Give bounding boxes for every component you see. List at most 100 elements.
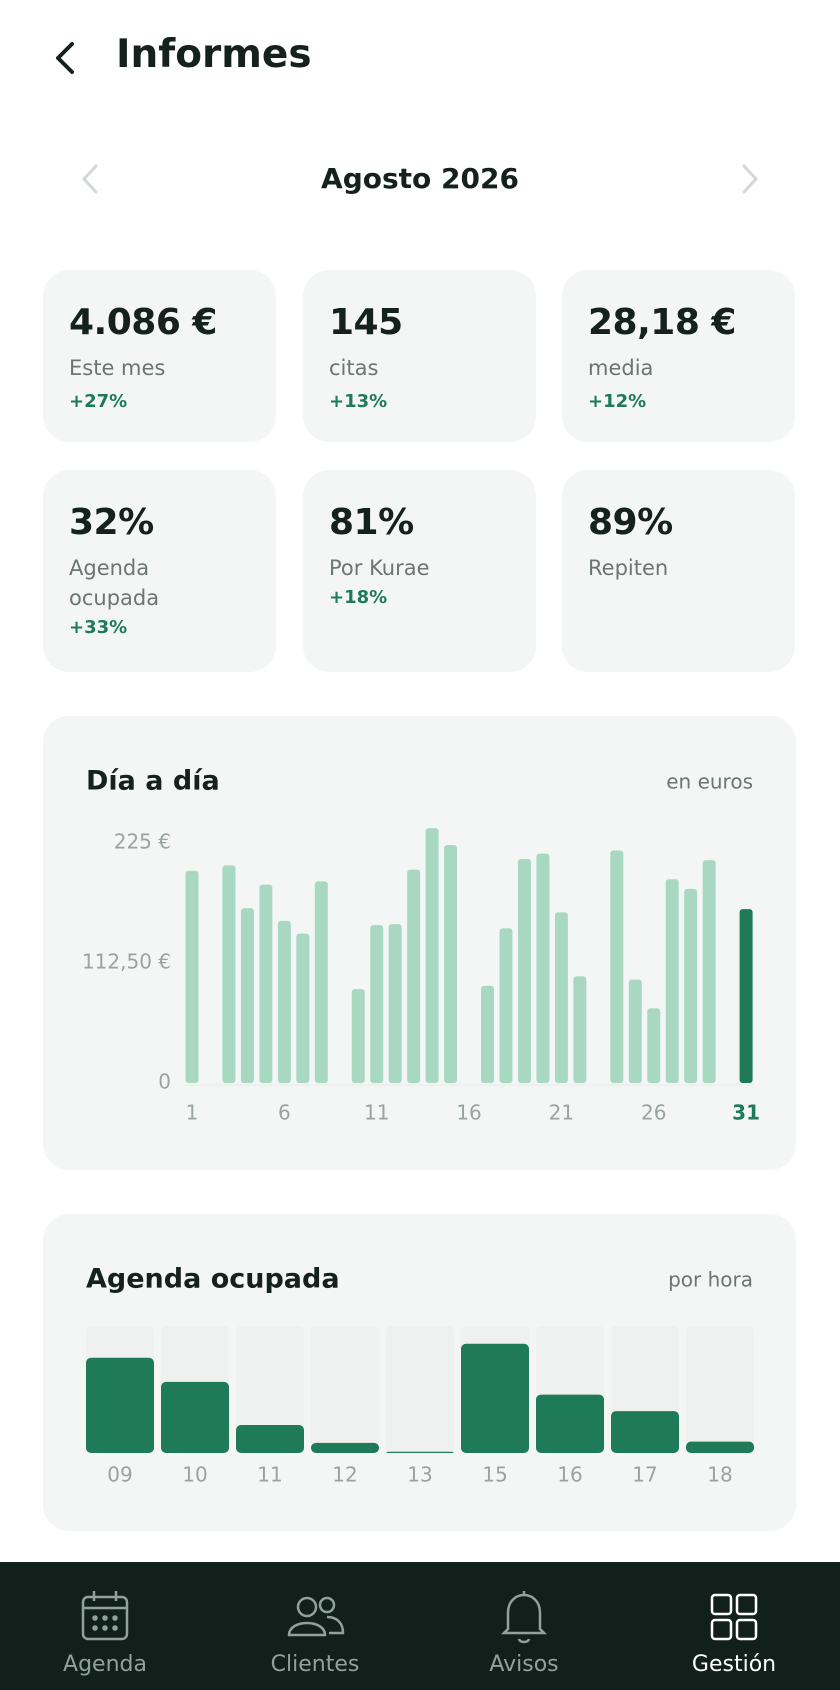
x-tick-label: 31 <box>732 1101 760 1125</box>
bar <box>573 976 587 1083</box>
bar <box>611 1411 679 1453</box>
back-button[interactable] <box>48 38 84 78</box>
bar <box>739 909 753 1083</box>
bar <box>370 925 384 1083</box>
icon-part <box>517 1638 531 1644</box>
stat-value: 28,18 € <box>588 302 736 343</box>
x-tick-label: 1 <box>186 1101 199 1125</box>
bar <box>461 1343 529 1453</box>
stat-label: citas <box>329 356 379 380</box>
nav-bar <box>0 1562 840 1690</box>
nav-label[interactable]: Avisos <box>489 1652 558 1677</box>
stat-change: +33% <box>69 617 128 638</box>
stat-label: Agenda ocupada <box>69 556 160 610</box>
stat-value: 145 <box>329 302 403 343</box>
stat-change: +13% <box>329 391 388 412</box>
bar <box>499 928 513 1083</box>
x-tick-label: 16 <box>557 1463 582 1487</box>
bar <box>684 888 698 1083</box>
stat-value: 89% <box>588 502 673 543</box>
bar <box>686 1441 754 1453</box>
bar-track <box>386 1326 454 1453</box>
bar <box>628 979 642 1083</box>
bar <box>86 1357 154 1453</box>
bar <box>351 989 365 1083</box>
x-tick-label: 18 <box>707 1463 732 1487</box>
x-tick-label: 26 <box>641 1101 666 1125</box>
bar <box>388 924 402 1083</box>
icon-part <box>710 1618 733 1641</box>
stat-card: 81% Por Kurae +18% <box>303 470 536 672</box>
stat-value: 32% <box>69 502 154 543</box>
stat-change: +12% <box>588 391 647 412</box>
stat-card: 145 citas +13% <box>303 270 536 442</box>
page-title: Informes <box>116 32 312 77</box>
bar <box>311 1442 379 1453</box>
stat-card: 32% Agenda ocupada +33% <box>43 470 276 672</box>
icon-part <box>102 1625 108 1631</box>
nav-icon[interactable] <box>500 1591 548 1644</box>
stat-card: 28,18 € media +12% <box>562 270 795 442</box>
icon-part <box>92 1625 98 1631</box>
x-tick-label: 11 <box>364 1101 389 1125</box>
month-title: Agosto 2026 <box>321 162 519 195</box>
x-tick-label: 21 <box>549 1101 574 1125</box>
x-tick-label: 09 <box>107 1463 132 1487</box>
stat-label: Por Kurae <box>329 556 430 580</box>
icon-part <box>81 1595 129 1641</box>
stat-value: 4.086 € <box>69 302 217 343</box>
x-tick-label: 13 <box>407 1463 432 1487</box>
stat-card: 89% Repiten <box>562 470 795 672</box>
bar <box>314 881 328 1083</box>
y-tick-label: 225 € <box>114 830 171 854</box>
prev-month[interactable] <box>78 162 102 196</box>
nav-icon[interactable] <box>710 1593 758 1641</box>
chart-title: Día a día <box>86 766 220 797</box>
bar <box>554 912 568 1083</box>
icon-part <box>296 1596 318 1618</box>
bar <box>702 860 716 1083</box>
bar <box>517 859 531 1083</box>
bar <box>407 869 421 1083</box>
next-month[interactable] <box>738 162 762 196</box>
bar <box>647 1008 661 1083</box>
x-tick-label: 16 <box>456 1101 481 1125</box>
nav-label[interactable]: Clientes <box>271 1652 360 1677</box>
stat-value: 81% <box>329 502 414 543</box>
bar <box>665 879 679 1083</box>
bar <box>222 865 236 1083</box>
bar <box>386 1451 454 1453</box>
icon-part <box>735 1593 758 1616</box>
icon-part <box>102 1615 108 1621</box>
icon-part <box>326 1615 345 1635</box>
nav-label[interactable]: Agenda <box>63 1652 147 1677</box>
y-tick-label: 0 <box>158 1070 171 1094</box>
icon-part <box>112 1615 118 1621</box>
x-tick-label: 11 <box>257 1463 282 1487</box>
bar <box>444 845 458 1083</box>
icon-part <box>112 1625 118 1631</box>
stat-change: +18% <box>329 587 388 608</box>
bar <box>481 985 495 1083</box>
x-tick-label: 12 <box>332 1463 357 1487</box>
nav-icon[interactable] <box>287 1596 345 1637</box>
x-tick-label: 17 <box>632 1463 657 1487</box>
bar <box>610 850 624 1083</box>
nav-icon[interactable] <box>81 1591 129 1641</box>
icon-part <box>500 1593 548 1635</box>
x-tick-label: 10 <box>182 1463 207 1487</box>
x-tick-label: 15 <box>482 1463 507 1487</box>
stat-label: Este mes <box>69 356 166 380</box>
x-tick-label: 6 <box>278 1101 291 1125</box>
nav-label[interactable]: Gestión <box>692 1652 776 1677</box>
stat-change: +27% <box>69 391 128 412</box>
chart-subtitle: por hora <box>668 1268 753 1292</box>
y-tick-label: 112,50 € <box>82 950 171 974</box>
stat-label: media <box>588 356 654 380</box>
bar <box>536 1394 604 1453</box>
bar-track <box>236 1326 304 1453</box>
bar <box>185 870 199 1083</box>
bar-track <box>686 1326 754 1453</box>
